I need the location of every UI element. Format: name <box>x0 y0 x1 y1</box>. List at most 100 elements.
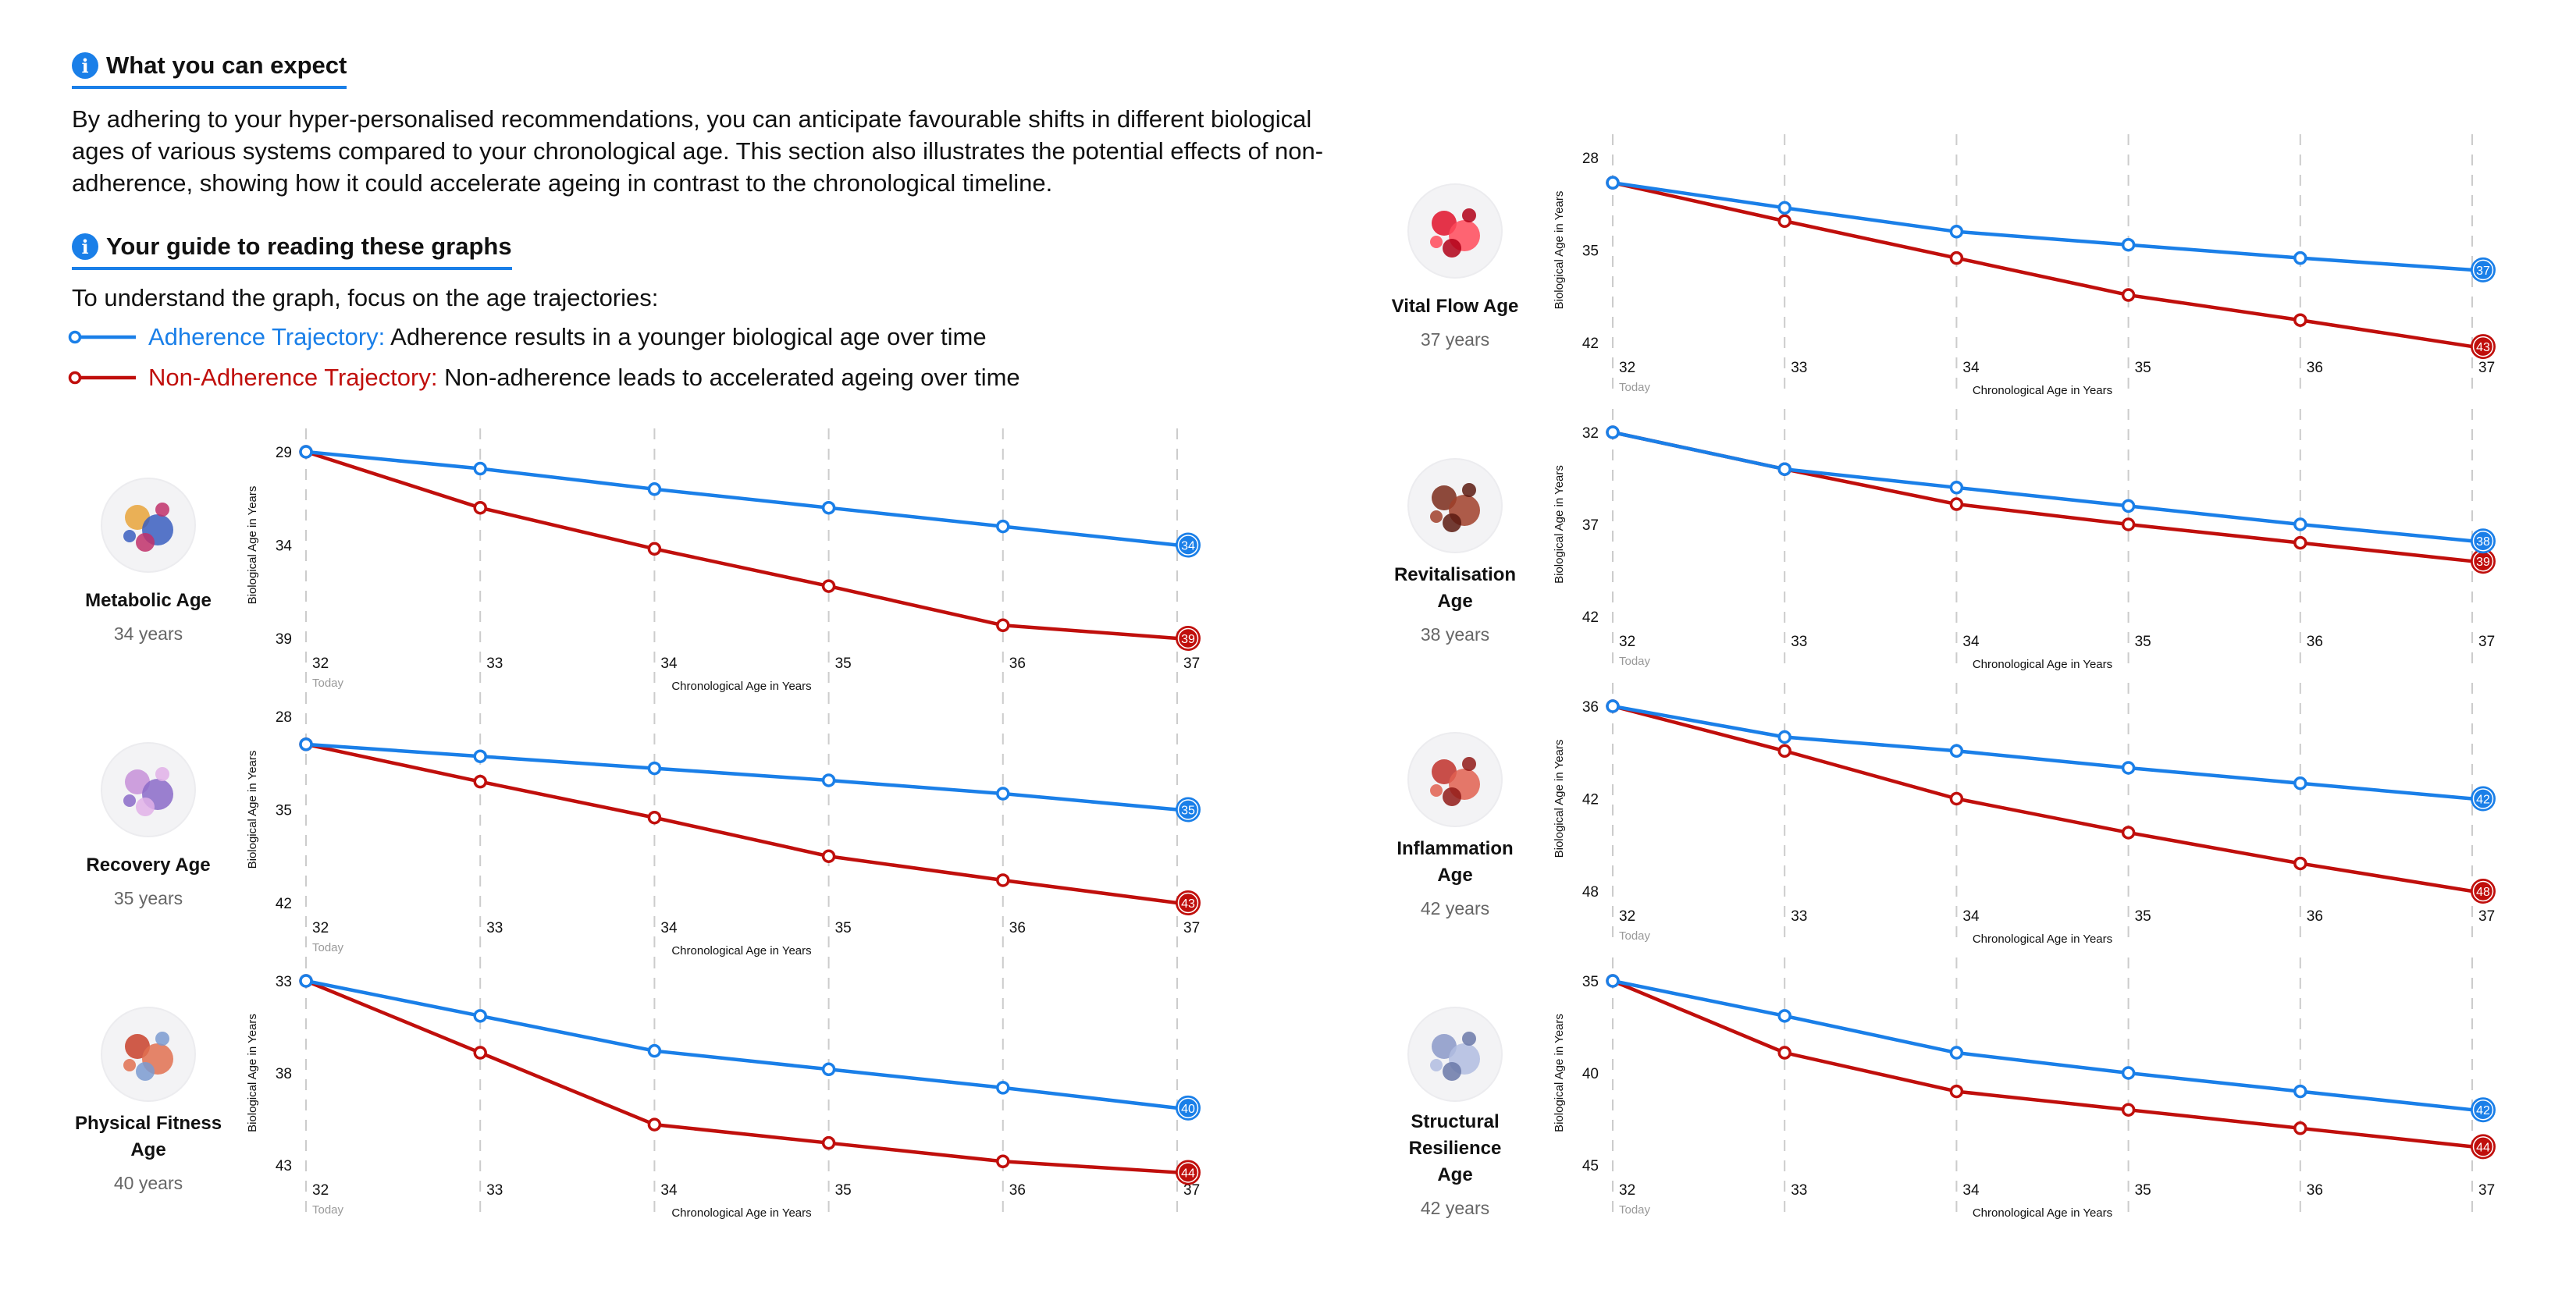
x-tick-label: 32 <box>1619 634 1635 650</box>
end-badge-label: 42 <box>2476 1104 2490 1117</box>
chart-subtitle: 37 years <box>1420 329 1490 350</box>
heart-icon-part <box>1430 236 1443 248</box>
series-line-non-adherence <box>1612 180 2473 349</box>
y-tick-label: 40 <box>1582 1066 1599 1082</box>
end-badge-ring <box>2472 530 2494 552</box>
data-point <box>2121 237 2136 252</box>
y-tick-label: 35 <box>1582 243 1599 260</box>
data-point <box>996 618 1010 633</box>
end-badge <box>2471 1097 2496 1123</box>
end-badge-ring <box>2472 336 2494 357</box>
legend-text: Non-adherence leads to accelerated agein… <box>444 364 1020 391</box>
data-point <box>996 873 1010 887</box>
y-axis-title: Biological Age in Years <box>246 1014 259 1132</box>
data-point <box>2293 313 2307 327</box>
info-icon: i <box>72 233 98 260</box>
end-badge-label: 43 <box>1181 897 1195 911</box>
ribcage-icon-part <box>1430 1059 1443 1071</box>
data-point <box>996 1081 1010 1095</box>
data-point <box>821 849 836 863</box>
chart-5: 32 33 34 35 36 37 Today Chronological Age in Ye… <box>1407 683 2496 946</box>
y-tick-label: 42 <box>1582 609 1599 626</box>
heart-icon-part <box>1443 239 1461 258</box>
series-line-adherence <box>305 979 1178 1110</box>
end-badge-ring <box>1177 1162 1199 1183</box>
adherence-line-icon <box>68 330 136 344</box>
liver-icon-part <box>1443 513 1461 532</box>
end-badge-label: 39 <box>1181 633 1195 646</box>
data-point <box>996 787 1010 801</box>
x-tick-label: 35 <box>835 1182 852 1199</box>
chart-subtitle: 42 years <box>1420 898 1490 918</box>
series-line-adherence <box>305 742 1178 812</box>
end-badge-ring <box>1177 1097 1199 1119</box>
series-line-adherence <box>305 449 1178 547</box>
x-tick-label: 36 <box>2307 360 2323 376</box>
x-tick-label: 35 <box>2135 908 2151 925</box>
data-point <box>647 810 662 825</box>
y-tick-label: 36 <box>1582 699 1599 716</box>
end-badge <box>1176 797 1201 822</box>
x-tick-label: 36 <box>1009 656 1026 672</box>
data-point <box>647 482 662 496</box>
data-point <box>473 461 487 476</box>
cells-icon-part <box>123 530 136 542</box>
chart-title: Inflammation Age <box>1397 838 1514 886</box>
x-note-today: Today <box>1619 929 1651 943</box>
data-point <box>2121 1103 2136 1117</box>
x-tick-label: 32 <box>312 656 329 672</box>
end-badge <box>1176 890 1201 915</box>
x-tick-label: 35 <box>2135 634 2151 650</box>
x-tick-label: 37 <box>2478 634 2495 650</box>
end-badge <box>2471 1134 2496 1160</box>
end-badge-ring <box>2472 1099 2494 1121</box>
x-tick-label: 32 <box>312 920 329 936</box>
x-tick-label: 36 <box>2307 908 2323 925</box>
end-badge <box>2471 334 2496 360</box>
data-point <box>1606 699 1620 713</box>
y-tick-label: 28 <box>1582 151 1599 167</box>
data-point <box>647 761 662 776</box>
y-axis-title: Biological Age in Years <box>246 486 259 605</box>
data-point <box>996 1154 1010 1169</box>
x-note-today: Today <box>1619 655 1651 668</box>
data-point <box>2293 1121 2307 1135</box>
y-axis-title: Biological Age in Years <box>1553 465 1566 584</box>
data-point <box>1949 1084 1964 1099</box>
x-tick-label: 33 <box>1791 360 1807 376</box>
chart-title: Structural Resilience Age <box>1408 1111 1502 1185</box>
data-point <box>1777 730 1791 744</box>
data-point <box>2121 826 2136 840</box>
section-heading-guide: i Your guide to reading these graphs <box>72 233 512 270</box>
y-tick-label: 35 <box>1582 974 1599 990</box>
data-point <box>2121 499 2136 513</box>
data-point <box>821 579 836 593</box>
chart-title: Physical Fitness Age <box>74 1113 222 1160</box>
y-axis-title: Biological Age in Years <box>1553 191 1566 310</box>
data-point <box>647 1043 662 1058</box>
x-tick-label: 35 <box>835 656 852 672</box>
data-point <box>299 445 313 459</box>
ribcage-icon-part <box>1443 1062 1461 1081</box>
blood-cells-icon-part <box>1430 784 1443 797</box>
end-badge-label: 40 <box>1181 1103 1195 1116</box>
y-tick-label: 38 <box>276 1066 292 1082</box>
x-note-today: Today <box>312 677 344 690</box>
x-tick-label: 37 <box>1183 656 1200 672</box>
y-tick-label: 34 <box>276 538 293 555</box>
data-point <box>647 542 662 556</box>
data-point <box>473 1009 487 1023</box>
x-tick-label: 32 <box>1619 360 1635 376</box>
brain-icon-part <box>136 798 155 816</box>
heading-text: What you can expect <box>106 52 347 79</box>
end-badge-label: 42 <box>2476 794 2490 807</box>
y-tick-label: 37 <box>1582 517 1599 534</box>
muscle-icon-part <box>123 1059 136 1071</box>
end-badge-ring <box>1177 535 1199 556</box>
liver-icon-part <box>1430 510 1443 523</box>
data-point <box>2293 535 2307 550</box>
y-axis-title: Biological Age in Years <box>1553 740 1566 858</box>
chart-subtitle: 40 years <box>113 1173 183 1193</box>
end-badge-label: 34 <box>1181 540 1195 553</box>
data-point <box>996 519 1010 534</box>
